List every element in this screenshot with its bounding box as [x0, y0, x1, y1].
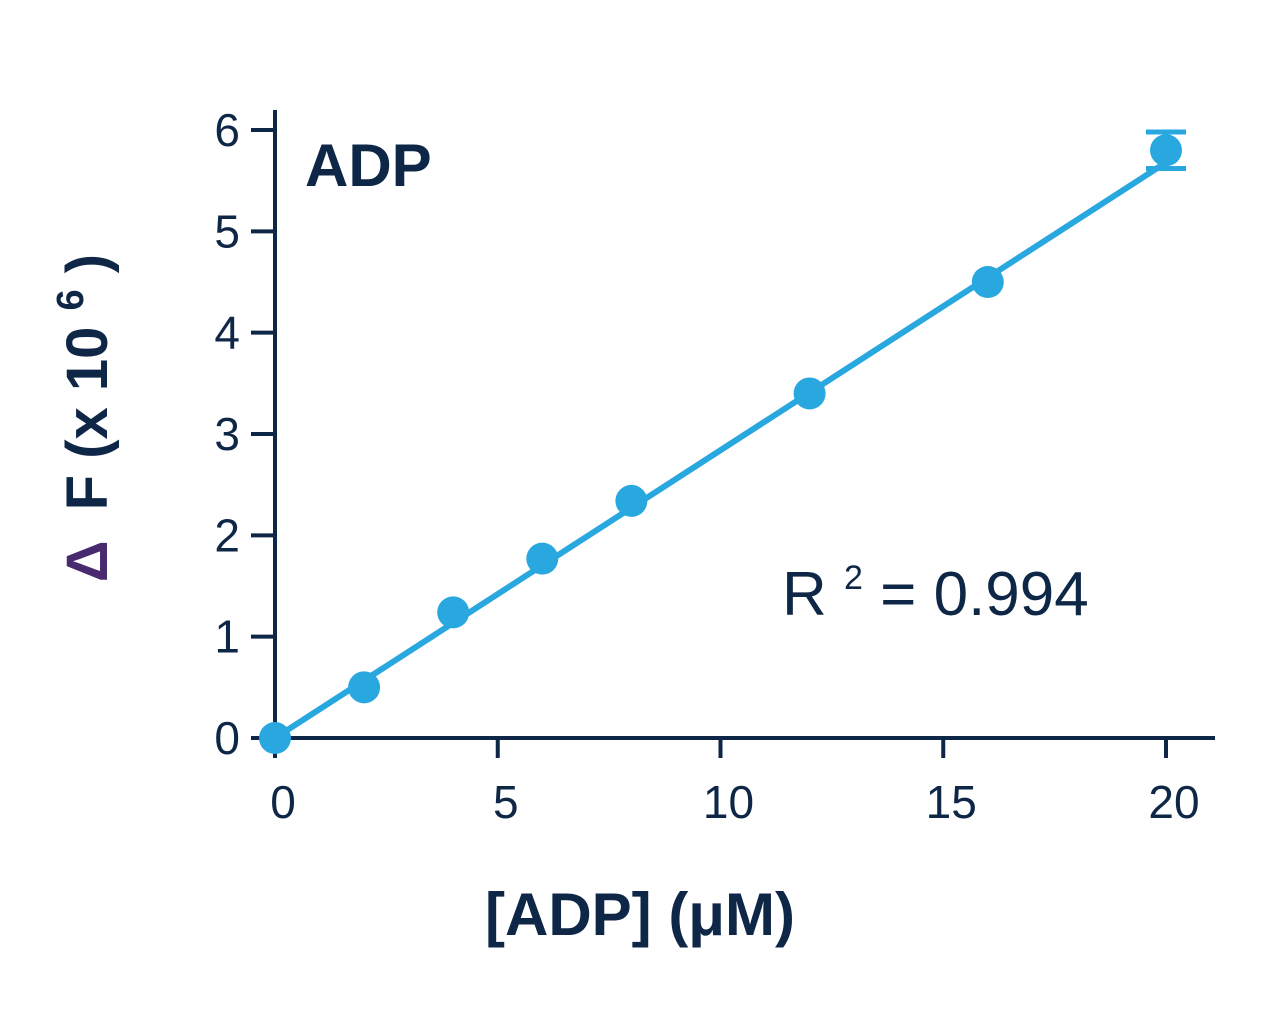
y-tick-label: 3: [214, 408, 240, 460]
data-point: [348, 671, 381, 704]
y-axis-label: Δ F (x 10 6 ): [31, 254, 120, 582]
svg-text:Δ F (x 10 6: Δ F (x 10 6 ): [31, 254, 120, 582]
y-tick-label: 5: [214, 205, 240, 257]
y-tick-label: 1: [214, 611, 240, 663]
y-tick-label: 6: [214, 104, 240, 156]
data-point: [971, 266, 1004, 298]
y-tick-label: 0: [214, 712, 240, 764]
axes-layer: [273, 110, 1215, 740]
x-tick-label: 10: [703, 776, 754, 828]
y-axis-main: F (x 10: [55, 327, 120, 511]
data-point: [437, 596, 470, 629]
ticks-layer: 0 5 10 15 20 0 1 2 3 4 5 6: [214, 104, 1199, 828]
x-axis-label: [ADP] (μM): [485, 881, 795, 948]
y-tick-label: 2: [214, 509, 240, 561]
x-tick-label: 15: [926, 776, 977, 828]
data-point: [793, 377, 826, 410]
x-tick-label: 0: [270, 776, 296, 828]
data-point: [526, 542, 559, 575]
y-axis-delta: Δ: [55, 540, 120, 582]
data-point: [1150, 134, 1182, 167]
points-layer: [259, 129, 1186, 754]
x-tick-label: 20: [1148, 776, 1199, 828]
r2-r: R: [782, 560, 827, 629]
x-tick-label: 5: [493, 776, 519, 828]
fit-line: [272, 159, 1169, 741]
y-tick-label: 4: [214, 307, 240, 359]
fit-line-layer: [272, 159, 1169, 741]
data-point: [615, 484, 648, 517]
r2-superscript: 2: [844, 559, 863, 597]
y-axis-close: ): [55, 254, 120, 273]
chart-title: ADP: [305, 132, 432, 199]
r2-annotation: R 2 = 0.994: [782, 534, 1089, 629]
r2-value: = 0.994: [880, 560, 1089, 629]
y-axis-superscript: 6: [50, 289, 92, 310]
data-point: [259, 722, 291, 754]
